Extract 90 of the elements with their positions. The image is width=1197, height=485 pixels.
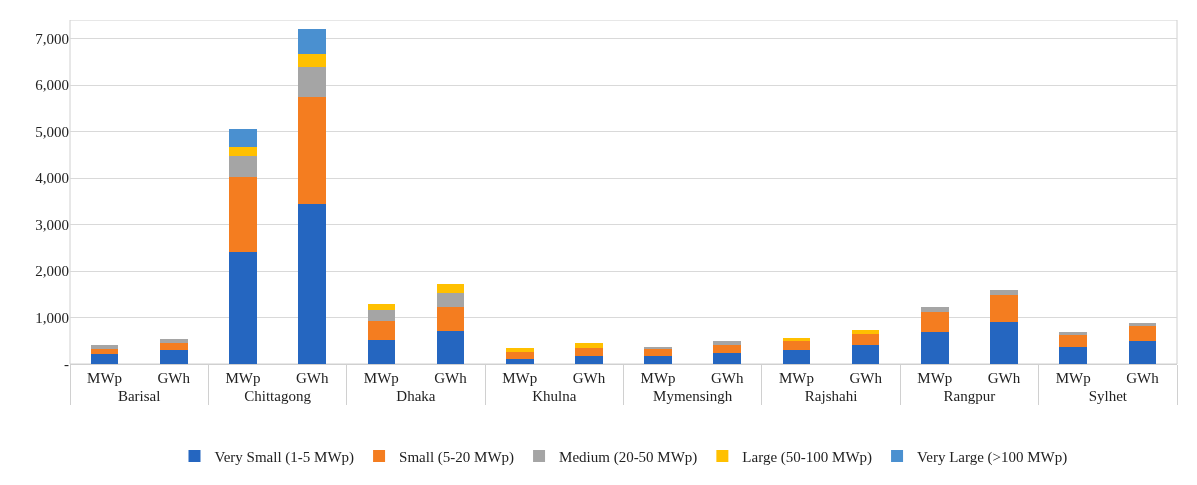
bar — [575, 343, 603, 349]
bar — [436, 331, 465, 364]
bar — [575, 356, 603, 364]
bar — [229, 176, 257, 252]
bar — [505, 348, 534, 352]
bar — [505, 351, 534, 359]
x-tick-label: MWp — [640, 370, 676, 386]
text: Mymensingh — [653, 388, 733, 404]
legend-label: Very Small (1-5 MWp) — [214, 448, 355, 466]
bar — [851, 333, 880, 345]
bar — [575, 348, 603, 357]
legend-label: Very Large (>100 MWp) — [917, 448, 1068, 466]
bar — [298, 67, 326, 97]
x-tick-label: GWh — [1126, 370, 1160, 386]
bar — [159, 350, 188, 364]
bar — [782, 341, 811, 351]
bar — [229, 128, 257, 147]
y-tick-label: 4,000 — [35, 170, 69, 187]
text: Rajshahi — [804, 388, 858, 404]
y-tick-label: 5,000 — [35, 123, 69, 140]
bar — [782, 350, 811, 364]
y-tick-label: 1,000 — [35, 309, 69, 326]
bar — [990, 294, 1018, 322]
y-tick-label: 2,000 — [35, 263, 69, 280]
bar — [713, 341, 742, 345]
bar — [159, 343, 188, 351]
bar — [1128, 341, 1157, 364]
text: Chittagong — [244, 388, 312, 404]
bar — [298, 28, 326, 54]
bar — [713, 352, 742, 364]
bar — [713, 344, 742, 353]
bar — [921, 311, 949, 332]
y-tick-label: 6,000 — [35, 77, 69, 94]
x-tick-label: GWh — [711, 370, 745, 386]
bar — [436, 292, 465, 308]
bar — [644, 348, 672, 356]
text: Khulna — [532, 388, 577, 404]
x-tick-label: GWh — [849, 370, 883, 386]
bar — [367, 339, 396, 364]
legend-label: Large (50-100 MWp) — [742, 448, 873, 466]
bar — [1128, 325, 1157, 342]
legend-label: Medium (20-50 MWp) — [559, 448, 698, 466]
x-tick-label: GWh — [157, 370, 191, 386]
bar — [367, 303, 396, 311]
x-tick-label: MWp — [917, 370, 953, 386]
bar — [921, 306, 949, 312]
bar — [644, 346, 672, 349]
x-tick-label: MWp — [778, 370, 814, 386]
bar — [229, 155, 257, 177]
bar — [1059, 346, 1088, 364]
bar — [298, 96, 326, 205]
bar — [229, 146, 257, 156]
bar — [367, 310, 396, 322]
text: Dhaka — [396, 388, 436, 404]
bar — [90, 345, 119, 350]
x-tick-label: MWp — [87, 370, 123, 386]
x-tick-label: GWh — [434, 370, 468, 386]
text: Sylhet — [1088, 388, 1128, 404]
x-tick-label: GWh — [295, 370, 329, 386]
text: Barisal — [117, 388, 161, 404]
bar — [90, 349, 119, 354]
bar — [1059, 332, 1088, 336]
bar — [1059, 335, 1088, 347]
bar — [298, 53, 326, 68]
x-tick-label: GWh — [987, 370, 1021, 386]
bar — [436, 307, 465, 332]
x-tick-label: MWp — [1055, 370, 1091, 386]
x-tick-label: MWp — [363, 370, 399, 386]
bar — [229, 251, 257, 364]
bar — [990, 321, 1018, 364]
bar — [436, 284, 465, 293]
x-tick-label: MWp — [225, 370, 261, 386]
bar — [644, 355, 672, 364]
y-tick-label: 3,000 — [35, 216, 69, 233]
x-tick-label: GWh — [572, 370, 606, 386]
bar — [505, 358, 534, 364]
bar — [367, 321, 396, 340]
text: Rangpur — [943, 388, 996, 404]
bar — [851, 330, 880, 334]
bar — [159, 338, 188, 344]
y-tick-label: - — [64, 356, 69, 373]
bar — [851, 344, 880, 364]
x-tick-label: MWp — [502, 370, 538, 386]
y-tick-label: 7,000 — [35, 30, 69, 47]
bar — [990, 289, 1018, 295]
bar — [298, 204, 326, 364]
legend-label: Small (5-20 MWp) — [399, 448, 515, 466]
bar — [90, 353, 119, 364]
bar — [1128, 322, 1157, 326]
bar — [921, 331, 949, 364]
